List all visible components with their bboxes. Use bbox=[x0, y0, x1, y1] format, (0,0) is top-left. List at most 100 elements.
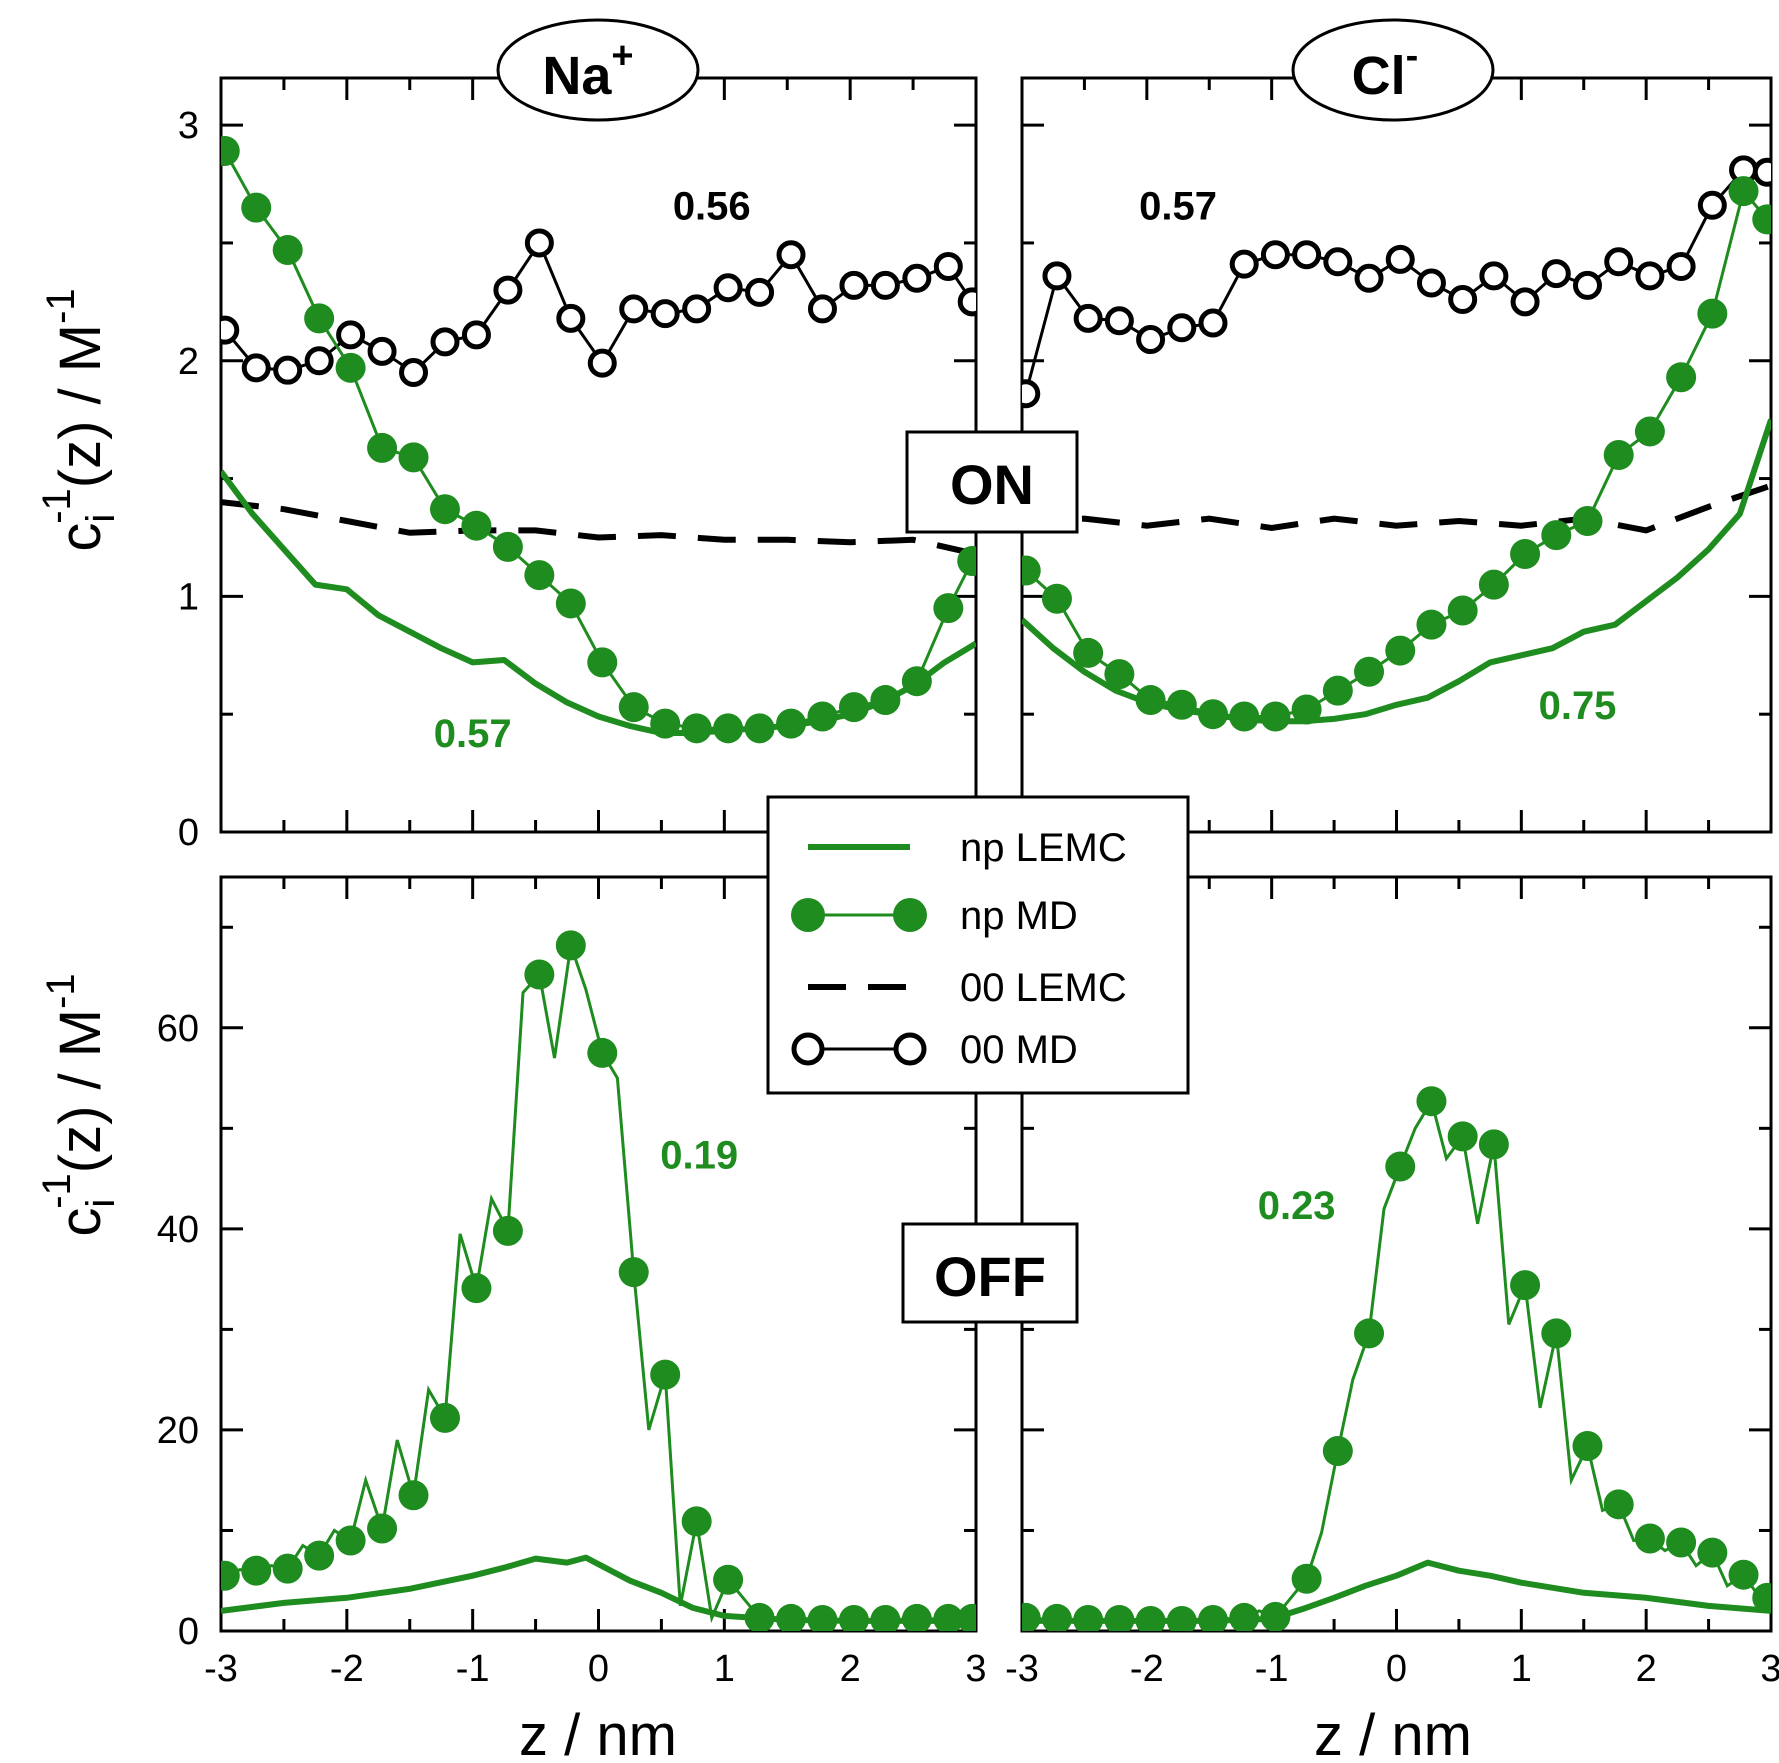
x-tick-label: -3 bbox=[1005, 1648, 1039, 1690]
svg-text:Na+: Na+ bbox=[542, 35, 633, 106]
data-point-np-md bbox=[1728, 176, 1759, 207]
data-point-np-md bbox=[492, 531, 523, 562]
data-point-00-md bbox=[1022, 379, 1041, 409]
plot-area bbox=[1022, 155, 1771, 732]
legend-entry-np-lemc: np LEMC bbox=[808, 826, 1127, 870]
data-point-np-md bbox=[1229, 701, 1260, 732]
data-point-np-md bbox=[272, 235, 303, 266]
plot-area bbox=[221, 930, 976, 1631]
legend: np LEMC np MD 00 LEMC 00 MD bbox=[766, 795, 1190, 1095]
data-point-00-md bbox=[1042, 261, 1072, 291]
data-point-00-md bbox=[1292, 240, 1322, 270]
data-point-np-md bbox=[650, 1359, 681, 1390]
data-point-np-md bbox=[461, 1273, 492, 1304]
state-label-on: ON bbox=[905, 430, 1079, 534]
data-point-00-md bbox=[870, 270, 900, 300]
data-point-00-md bbox=[367, 336, 397, 366]
data-point-00-md bbox=[713, 273, 743, 303]
ylabel-rest: (z) / M bbox=[48, 1009, 113, 1173]
data-point-np-md bbox=[241, 192, 272, 223]
data-point-00-md bbox=[1635, 261, 1665, 291]
data-point-np-md bbox=[1291, 1563, 1322, 1594]
data-point-np-md bbox=[1478, 1129, 1509, 1160]
data-point-00-md bbox=[1229, 249, 1259, 279]
x-tick-label: 0 bbox=[1386, 1648, 1407, 1690]
data-point-np-md bbox=[587, 1037, 618, 1068]
data-point-np-md bbox=[1634, 1523, 1665, 1554]
data-point-np-md bbox=[335, 1525, 366, 1556]
annotation-value: 0.19 bbox=[660, 1134, 738, 1178]
ylabel-sub: i bbox=[79, 1199, 123, 1208]
data-point-np-md bbox=[1603, 1489, 1634, 1520]
data-point-00-md bbox=[1260, 240, 1290, 270]
data-point-np-md bbox=[1572, 505, 1603, 536]
legend-entry-np-md: np MD bbox=[791, 894, 1078, 938]
x-tick-label: -2 bbox=[330, 1648, 364, 1690]
data-point-00-md bbox=[1323, 247, 1353, 277]
ylabel-rest: (z) / M bbox=[48, 324, 113, 488]
data-point-np-md bbox=[1728, 1559, 1759, 1590]
data-point-00-md bbox=[1136, 325, 1166, 355]
data-point-np-md bbox=[807, 701, 838, 732]
data-point-np-md bbox=[1104, 659, 1135, 690]
data-point-00-md bbox=[1697, 190, 1727, 220]
svg-text:Cl-: Cl- bbox=[1352, 35, 1419, 106]
annotation-value: 0.23 bbox=[1258, 1184, 1336, 1228]
data-point-np-md bbox=[1478, 569, 1509, 600]
data-point-00-md bbox=[1104, 306, 1134, 336]
data-point-np-md bbox=[1752, 204, 1771, 235]
data-point-00-md bbox=[1666, 252, 1696, 281]
data-point-np-md bbox=[398, 442, 429, 473]
data-point-np-md bbox=[901, 666, 932, 697]
data-point-np-md bbox=[241, 1555, 272, 1586]
plot-area bbox=[221, 136, 976, 744]
data-point-00-md bbox=[902, 263, 932, 293]
data-point-00-md bbox=[336, 320, 366, 350]
ion-label-cl: Cl- bbox=[1291, 18, 1495, 122]
data-point-np-md bbox=[838, 692, 869, 723]
plot-area bbox=[1022, 1086, 1771, 1631]
annotation-value: 0.57 bbox=[1139, 184, 1217, 228]
data-point-np-md bbox=[429, 1402, 460, 1433]
data-point-np-md bbox=[713, 1564, 744, 1595]
ion-cl-sup: - bbox=[1406, 35, 1419, 77]
data-point-00-md bbox=[1572, 270, 1602, 300]
ion-label-na: Na+ bbox=[496, 18, 700, 122]
ylabel-sub: i bbox=[79, 514, 123, 523]
data-point-00-md bbox=[241, 353, 271, 383]
series-line-00-lemc bbox=[221, 499, 976, 557]
data-point-np-md bbox=[870, 685, 901, 716]
data-point-np-md bbox=[1022, 1602, 1041, 1631]
data-point-np-md bbox=[524, 560, 555, 591]
data-point-np-md bbox=[1510, 1270, 1541, 1301]
x-tick-label: 1 bbox=[714, 1648, 735, 1690]
ion-na-base: Na bbox=[542, 46, 612, 106]
data-point-np-md bbox=[870, 1604, 901, 1631]
ylabel-unitsup: -1 bbox=[39, 973, 83, 1009]
data-point-np-md bbox=[1447, 595, 1478, 626]
panel-cl-off: -3 -2 -1 0 1 2 3 0.23 bbox=[1005, 875, 1779, 1690]
data-point-np-md bbox=[1697, 298, 1728, 329]
data-point-np-md bbox=[1197, 699, 1228, 730]
data-point-00-md bbox=[1752, 157, 1771, 187]
data-point-np-md bbox=[807, 1604, 838, 1631]
data-point-np-md bbox=[1041, 1603, 1072, 1631]
data-point-np-md bbox=[1073, 1604, 1104, 1631]
data-point-00-md bbox=[933, 252, 963, 281]
data-point-np-md bbox=[681, 713, 712, 744]
data-point-00-md bbox=[1073, 303, 1103, 333]
data-point-np-md bbox=[1197, 1604, 1228, 1631]
y-tick-label: 40 bbox=[157, 1209, 199, 1251]
data-point-np-md bbox=[1510, 538, 1541, 569]
data-point-np-md bbox=[713, 713, 744, 744]
data-point-00-md bbox=[1604, 247, 1634, 277]
data-point-np-md bbox=[1104, 1604, 1135, 1631]
legend-label: np MD bbox=[960, 894, 1078, 938]
data-point-np-md bbox=[1447, 1121, 1478, 1152]
x-tick-label: -1 bbox=[1255, 1648, 1289, 1690]
annotation-value: 0.75 bbox=[1539, 684, 1617, 728]
data-point-00-md bbox=[1198, 308, 1228, 338]
series-line-np-lemc bbox=[221, 469, 976, 736]
data-point-np-md bbox=[1322, 675, 1353, 706]
data-point-np-md bbox=[681, 1506, 712, 1537]
